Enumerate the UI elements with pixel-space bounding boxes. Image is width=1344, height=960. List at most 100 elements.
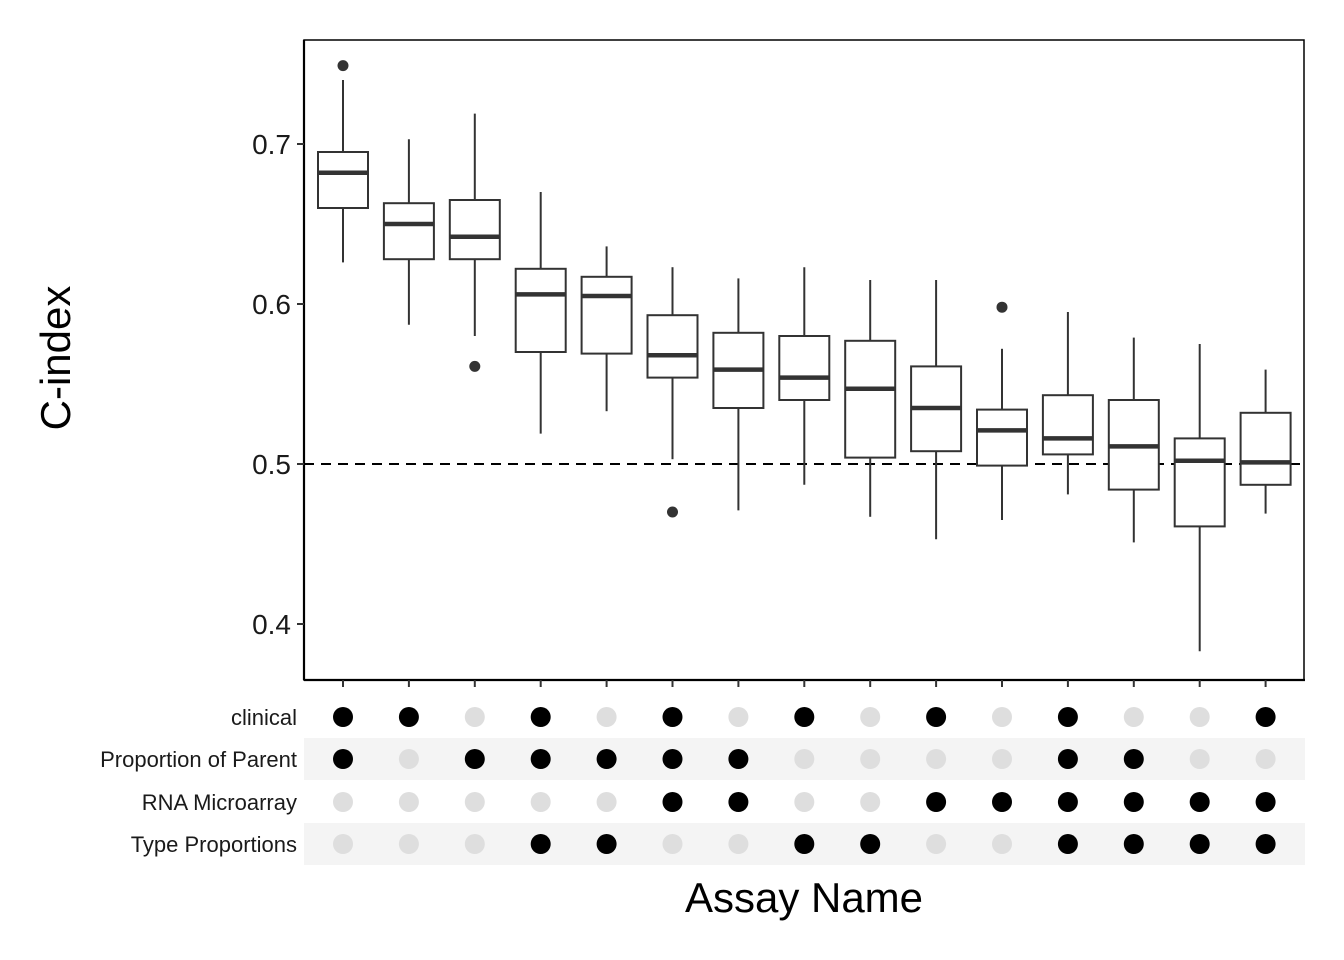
matrix-dot-off (662, 834, 683, 854)
matrix-dot-off (1123, 707, 1144, 727)
matrix-dot-on (926, 792, 947, 812)
outlier-point (667, 506, 678, 518)
matrix-dot-off (926, 749, 947, 769)
matrix-row-label: RNA Microarray (142, 790, 297, 815)
box-1 (317, 60, 369, 263)
matrix-dot-off (596, 707, 617, 727)
matrix-dot-on (794, 834, 815, 854)
matrix-dot-on (1255, 834, 1276, 854)
matrix-dot-off (530, 792, 551, 812)
box-body (382, 202, 435, 261)
box-5 (580, 246, 633, 412)
matrix-dot-on (464, 749, 485, 769)
matrix-dot-on (1057, 792, 1078, 812)
matrix-dot-off (333, 792, 353, 812)
box-body (976, 408, 1028, 467)
matrix-dot-on (860, 834, 881, 854)
boxplots (317, 60, 1292, 652)
x-axis-ticks (342, 680, 1267, 687)
box-body (580, 275, 633, 355)
outlier-point (469, 360, 481, 372)
matrix-dot-on (728, 749, 749, 769)
matrix-dot-on (662, 749, 683, 769)
matrix-dot-on (333, 707, 353, 727)
matrix-dot-on (1057, 749, 1078, 769)
matrix-dot-off (1189, 749, 1210, 769)
y-tick-label: 0.4 (252, 609, 291, 640)
matrix-dot-off (1189, 707, 1210, 727)
box-3 (448, 113, 501, 372)
box-9 (844, 280, 897, 517)
y-tick-label: 0.6 (252, 289, 291, 320)
matrix-dot-on (1123, 792, 1144, 812)
y-axis-ticks: 0.4 0.5 0.6 0.7 (252, 129, 304, 640)
matrix-dot-off (398, 834, 419, 854)
matrix-dot-on (1057, 834, 1078, 854)
matrix-dot-off (794, 792, 815, 812)
matrix-dot-off (464, 792, 485, 812)
matrix-dot-on (662, 792, 683, 812)
matrix-row-label: Proportion of Parent (100, 747, 297, 772)
matrix-dot-off (1255, 749, 1276, 769)
box-body (1173, 437, 1226, 528)
matrix-row-label: Type Proportions (131, 832, 297, 857)
matrix-dot-on (1057, 707, 1078, 727)
box-15 (1239, 369, 1292, 514)
box-12 (1041, 312, 1094, 495)
box-body (1239, 411, 1292, 486)
matrix-dot-off (398, 792, 419, 812)
matrix-dot-on (1255, 792, 1276, 812)
matrix-dot-off (926, 834, 947, 854)
x-axis-title: Assay Name (685, 874, 923, 921)
matrix-dot-on (1123, 834, 1144, 854)
matrix-dot-on (1189, 834, 1210, 854)
matrix-dot-on (530, 707, 551, 727)
box-body (778, 335, 831, 401)
box-body (646, 314, 699, 379)
matrix-dot-off (860, 707, 881, 727)
box-body (317, 151, 369, 209)
box-7 (712, 278, 765, 511)
box-4 (514, 192, 567, 434)
box-6 (646, 267, 699, 518)
box-body (844, 339, 897, 459)
matrix-dot-off (596, 792, 617, 812)
set-matrix: clinical Proportion of Parent RNA Microarr… (100, 705, 1276, 857)
y-tick-label: 0.5 (252, 449, 291, 480)
box-14 (1173, 344, 1226, 652)
box-body (448, 199, 501, 261)
matrix-dot-on (926, 707, 947, 727)
matrix-dot-on (992, 792, 1012, 812)
matrix-dot-on (1189, 792, 1210, 812)
matrix-dot-off (333, 834, 353, 854)
matrix-dot-on (398, 707, 419, 727)
box-body (1041, 394, 1094, 456)
matrix-dot-on (1255, 707, 1276, 727)
matrix-dot-off (992, 834, 1012, 854)
outlier-point (337, 60, 349, 72)
matrix-dot-off (860, 792, 881, 812)
outlier-point (996, 301, 1008, 313)
matrix-dot-on (1123, 749, 1144, 769)
matrix-dot-on (728, 792, 749, 812)
y-tick-label: 0.7 (252, 129, 291, 160)
matrix-dot-on (596, 749, 617, 769)
matrix-dot-off (992, 707, 1012, 727)
matrix-dot-on (333, 749, 353, 769)
matrix-dot-on (662, 707, 683, 727)
matrix-dot-off (992, 749, 1012, 769)
matrix-dot-on (794, 707, 815, 727)
box-8 (778, 267, 831, 485)
box-2 (382, 139, 435, 325)
box-13 (1107, 337, 1160, 543)
matrix-dot-off (728, 707, 749, 727)
box-10 (910, 280, 963, 540)
matrix-dot-on (596, 834, 617, 854)
matrix-dot-on (530, 749, 551, 769)
box-body (514, 267, 567, 353)
matrix-dot-off (464, 707, 485, 727)
matrix-row-label: clinical (231, 705, 297, 730)
matrix-dot-on (530, 834, 551, 854)
matrix-dot-off (860, 749, 881, 769)
